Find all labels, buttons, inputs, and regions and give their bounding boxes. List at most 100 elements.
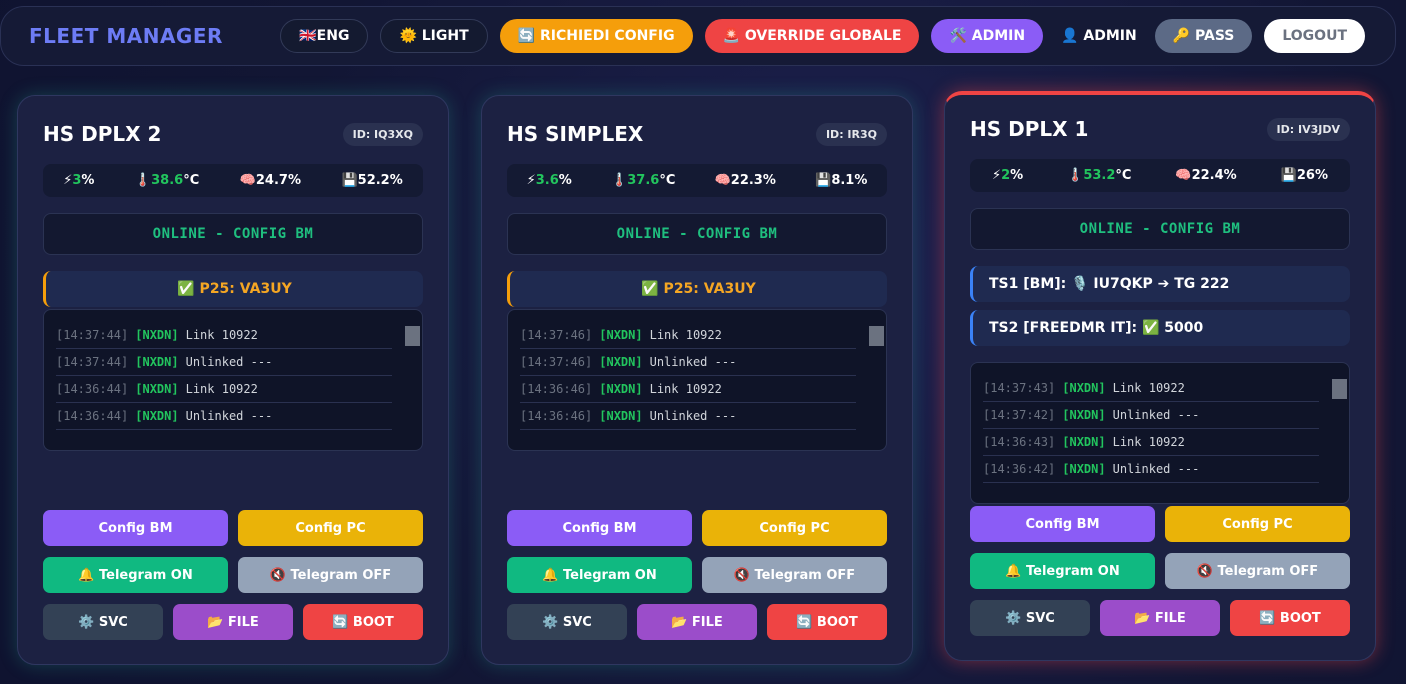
log-tag: [NXDN]: [135, 328, 179, 342]
action-button[interactable]: Config PC: [702, 510, 887, 546]
button-row: 🔔 Telegram ON 🔇 Telegram OFF: [970, 553, 1350, 589]
log-row: [14:36:44] [NXDN] Unlinked ---: [56, 403, 392, 430]
stat-icon: 🧠: [714, 173, 731, 188]
action-button[interactable]: 🔄 BOOT: [1230, 600, 1350, 636]
action-button[interactable]: 📂 FILE: [1100, 600, 1220, 636]
action-button[interactable]: 🔇 Telegram OFF: [702, 557, 887, 593]
log-message: Link 10922: [185, 382, 258, 396]
log-tag: [NXDN]: [135, 382, 179, 396]
stat-icon: 💾: [341, 173, 358, 188]
header-button[interactable]: 👤 ADMIN: [1061, 28, 1137, 44]
action-button[interactable]: 🔔 Telegram ON: [970, 553, 1155, 589]
action-button[interactable]: 📂 FILE: [637, 604, 757, 640]
stat-unit: %: [81, 173, 95, 188]
device-name: HS DPLX 2: [43, 122, 162, 146]
stat-unit: °C: [659, 173, 676, 188]
action-button[interactable]: Config BM: [507, 510, 692, 546]
log-row: [14:36:43] [NXDN] Link 10922: [983, 429, 1319, 456]
log-message: Link 10922: [1112, 435, 1185, 449]
header-button[interactable]: 🚨 OVERRIDE GLOBALE: [704, 19, 920, 53]
stat-unit: %: [389, 173, 403, 188]
stat: 💾8.1%: [815, 173, 867, 188]
log-time: [14:36:46]: [520, 409, 593, 423]
stat: 💾26%: [1281, 168, 1328, 183]
action-button[interactable]: 🔔 Telegram ON: [507, 557, 692, 593]
log-panel: [14:37:46] [NXDN] Link 10922 [14:37:46] [NXD…: [507, 309, 887, 451]
card-actions: Config BM Config PC 🔔 Telegram ON 🔇 Telegra…: [507, 510, 887, 640]
header-button[interactable]: LOGOUT: [1264, 19, 1365, 53]
log-row: [14:36:46] [NXDN] Unlinked ---: [520, 403, 856, 430]
header-button[interactable]: 🛠️ ADMIN: [931, 19, 1044, 53]
stat-value: 26: [1296, 168, 1315, 183]
slot-info: ✅ P25: VA3UY: [507, 271, 887, 307]
action-button[interactable]: Config BM: [970, 506, 1155, 542]
stat-unit: °C: [183, 173, 200, 188]
stat-value: 53.2: [1083, 168, 1116, 183]
stat-icon: 🌡️: [611, 173, 628, 188]
device-card: HS SIMPLEX ID: IR3Q ⚡3.6% 🌡️37.6°C 🧠22.3% 💾8.…: [481, 95, 913, 665]
stat-icon: 💾: [1280, 168, 1297, 183]
card-header: HS SIMPLEX ID: IR3Q: [507, 120, 887, 148]
action-button[interactable]: 🔄 BOOT: [767, 604, 887, 640]
stat: 🌡️53.2°C: [1067, 168, 1131, 183]
stat-unit: °C: [1115, 168, 1132, 183]
device-card: HS DPLX 1 ID: IV3JDV ⚡2% 🌡️53.2°C 🧠22.4% 💾26%…: [944, 91, 1376, 661]
stat-value: 38.6: [151, 173, 184, 188]
button-row: ⚙️ SVC 📂 FILE 🔄 BOOT: [507, 604, 887, 640]
stat: ⚡2%: [992, 168, 1023, 183]
status-box: ONLINE - CONFIG BM: [507, 213, 887, 255]
card-header: HS DPLX 1 ID: IV3JDV: [970, 115, 1350, 143]
log-time: [14:36:44]: [56, 409, 129, 423]
stat-unit: %: [1010, 168, 1024, 183]
log-message: Unlinked ---: [185, 355, 273, 369]
log-time: [14:36:43]: [983, 435, 1056, 449]
stat-unit: %: [762, 173, 776, 188]
action-button[interactable]: 🔔 Telegram ON: [43, 557, 228, 593]
action-button[interactable]: 🔇 Telegram OFF: [1165, 553, 1350, 589]
action-button[interactable]: 🔇 Telegram OFF: [238, 557, 423, 593]
stat-value: 2: [1001, 168, 1011, 183]
stat-icon: ⚡: [63, 173, 73, 188]
action-button[interactable]: Config PC: [238, 510, 423, 546]
stat: 🧠24.7%: [240, 173, 301, 188]
log-tag: [NXDN]: [135, 355, 179, 369]
stat-value: 3.6: [535, 173, 559, 188]
card-actions: Config BM Config PC 🔔 Telegram ON 🔇 Telegra…: [970, 506, 1350, 636]
stat: 🌡️37.6°C: [611, 173, 675, 188]
log-row: [14:36:46] [NXDN] Link 10922: [520, 376, 856, 403]
slot-info: TS2 [FREEDMR IT]: ✅ 5000: [970, 310, 1350, 346]
header-button[interactable]: 🌞 LIGHT: [380, 19, 488, 53]
log-tag: [NXDN]: [1062, 462, 1106, 476]
button-row: ⚙️ SVC 📂 FILE 🔄 BOOT: [970, 600, 1350, 636]
stat-unit: %: [287, 173, 301, 188]
log-tag: [NXDN]: [1062, 381, 1106, 395]
action-button[interactable]: Config PC: [1165, 506, 1350, 542]
log-time: [14:37:43]: [983, 381, 1056, 395]
header-button[interactable]: 🔑 PASS: [1154, 19, 1253, 53]
log-panel: [14:37:44] [NXDN] Link 10922 [14:37:44] [NXD…: [43, 309, 423, 451]
device-id: ID: IR3Q: [815, 122, 887, 146]
stat-unit: %: [558, 173, 572, 188]
stat-icon: 🧠: [239, 173, 256, 188]
action-button[interactable]: Config BM: [43, 510, 228, 546]
log-time: [14:36:44]: [56, 382, 129, 396]
stat: 🧠22.4%: [1175, 168, 1236, 183]
log-time: [14:37:46]: [520, 355, 593, 369]
log-row: [14:37:44] [NXDN] Unlinked ---: [56, 349, 392, 376]
action-button[interactable]: ⚙️ SVC: [970, 600, 1090, 636]
button-row: Config BM Config PC: [507, 510, 887, 546]
action-button[interactable]: ⚙️ SVC: [43, 604, 163, 640]
header-button[interactable]: 🔄 RICHIEDI CONFIG: [499, 19, 693, 53]
stat-value: 22.4: [1191, 168, 1224, 183]
log-message: Link 10922: [649, 382, 722, 396]
stats-bar: ⚡3.6% 🌡️37.6°C 🧠22.3% 💾8.1%: [507, 164, 887, 197]
action-button[interactable]: 🔄 BOOT: [303, 604, 423, 640]
log-message: Unlinked ---: [1112, 462, 1200, 476]
header-button[interactable]: 🇬🇧ENG: [280, 19, 369, 53]
button-row: 🔔 Telegram ON 🔇 Telegram OFF: [507, 557, 887, 593]
action-button[interactable]: 📂 FILE: [173, 604, 293, 640]
header-actions: 🇬🇧ENG 🌞 LIGHT 🔄 RICHIEDI CONFIG 🚨 OVERRIDE …: [280, 19, 1365, 53]
status-box: ONLINE - CONFIG BM: [970, 208, 1350, 250]
action-button[interactable]: ⚙️ SVC: [507, 604, 627, 640]
log-message: Link 10922: [1112, 381, 1185, 395]
